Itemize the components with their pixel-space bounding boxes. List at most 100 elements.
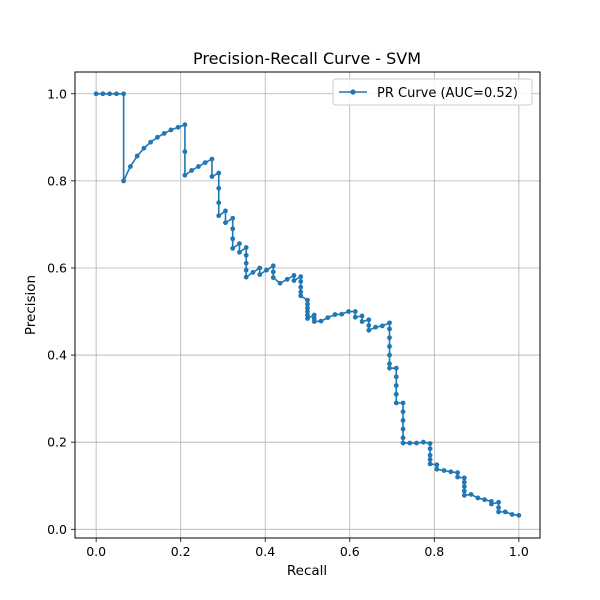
data-point-marker <box>216 213 222 219</box>
data-point-marker <box>393 391 399 397</box>
data-point-marker <box>387 320 392 326</box>
data-point-marker <box>475 495 481 501</box>
data-point-marker <box>366 317 372 323</box>
data-point-marker <box>448 469 454 475</box>
data-point-marker <box>509 512 515 517</box>
data-point-marker <box>305 301 310 307</box>
data-point-marker <box>257 265 263 271</box>
data-point-marker <box>461 492 467 498</box>
data-point-marker <box>427 457 433 463</box>
data-point-marker <box>352 314 358 320</box>
data-point-marker <box>387 343 392 349</box>
data-point-marker <box>305 316 310 321</box>
data-point-marker <box>461 484 467 490</box>
data-point-marker <box>318 318 324 324</box>
data-point-marker <box>298 284 304 290</box>
data-point-marker <box>387 365 392 371</box>
y-tick-label: 1.0 <box>47 86 67 101</box>
data-point-marker <box>387 352 392 358</box>
data-point-marker <box>127 164 133 169</box>
data-point-marker <box>243 267 249 273</box>
data-point-marker <box>298 289 304 295</box>
data-point-marker <box>359 313 365 319</box>
data-point-marker <box>291 272 297 278</box>
x-axis-ticks: 0.0 0.2 0.4 0.6 0.8 1.0 <box>86 538 529 559</box>
legend-swatch-marker <box>350 89 356 95</box>
data-point-marker <box>291 278 297 284</box>
data-point-marker <box>209 156 215 162</box>
data-point-marker <box>427 446 433 452</box>
data-point-marker <box>230 245 236 251</box>
data-point-marker <box>216 200 222 206</box>
legend-label: PR Curve (AUC=0.52) <box>377 86 518 101</box>
data-point-marker <box>243 245 249 250</box>
data-point-marker <box>305 305 310 311</box>
grid-lines <box>75 72 540 538</box>
data-point-marker <box>339 311 345 317</box>
data-point-marker <box>100 91 106 97</box>
data-point-marker <box>243 260 249 266</box>
data-point-marker <box>257 272 263 277</box>
x-axis-label: Recall <box>287 563 327 579</box>
data-point-marker <box>134 153 140 159</box>
data-point-marker <box>243 252 249 258</box>
data-point-marker <box>155 134 160 140</box>
series-layer <box>93 91 522 518</box>
data-point-marker <box>161 131 167 136</box>
data-point-marker <box>427 441 433 446</box>
data-point-marker <box>346 309 351 314</box>
data-point-marker <box>387 326 392 332</box>
data-point-marker <box>393 374 399 380</box>
data-point-marker <box>352 309 358 314</box>
data-point-marker <box>223 220 228 226</box>
x-tick-label: 0.8 <box>424 544 444 559</box>
data-point-marker <box>400 418 406 423</box>
legend: PR Curve (AUC=0.52) <box>332 78 533 106</box>
y-tick-label: 0.0 <box>47 522 67 537</box>
data-point-marker <box>168 127 174 133</box>
data-point-marker <box>182 149 188 155</box>
x-tick-label: 0.6 <box>340 544 360 559</box>
data-point-marker <box>434 462 440 468</box>
data-point-marker <box>496 499 501 505</box>
data-point-marker <box>387 361 392 367</box>
data-point-marker <box>305 309 310 314</box>
data-point-marker <box>270 275 276 280</box>
data-point-marker <box>407 440 413 446</box>
data-point-marker <box>182 172 188 178</box>
data-point-marker <box>400 435 406 441</box>
y-tick-label: 0.4 <box>47 348 67 363</box>
data-point-marker <box>196 164 201 169</box>
y-tick-label: 0.6 <box>47 260 67 275</box>
data-point-marker <box>305 312 310 318</box>
data-point-marker <box>216 170 222 176</box>
data-point-marker <box>148 139 154 145</box>
data-point-marker <box>488 501 494 507</box>
data-point-marker <box>216 185 222 191</box>
y-tick-label: 0.8 <box>47 173 67 188</box>
data-point-marker <box>284 276 290 282</box>
y-axis-label: Precision <box>23 275 39 335</box>
data-point-marker <box>427 461 433 467</box>
data-point-marker <box>379 323 385 329</box>
data-point-marker <box>455 470 460 476</box>
data-point-marker <box>366 323 372 328</box>
data-point-marker <box>305 297 310 303</box>
data-point-marker <box>373 324 378 330</box>
data-point-marker <box>434 466 440 472</box>
data-point-marker <box>243 274 249 280</box>
data-point-marker <box>516 512 522 518</box>
data-point-marker <box>121 178 127 184</box>
data-point-marker <box>461 479 467 485</box>
y-axis-ticks: 0.0 0.2 0.4 0.6 0.8 1.0 <box>47 86 75 537</box>
data-point-marker <box>264 267 269 273</box>
data-point-marker <box>359 319 365 324</box>
data-point-marker <box>455 474 460 480</box>
data-point-marker <box>237 241 242 246</box>
data-point-marker <box>189 168 195 173</box>
data-point-marker <box>230 236 236 242</box>
data-point-marker <box>393 383 399 388</box>
data-point-marker <box>427 452 433 458</box>
data-point-marker <box>393 365 399 371</box>
y-tick-label: 0.2 <box>47 435 67 450</box>
